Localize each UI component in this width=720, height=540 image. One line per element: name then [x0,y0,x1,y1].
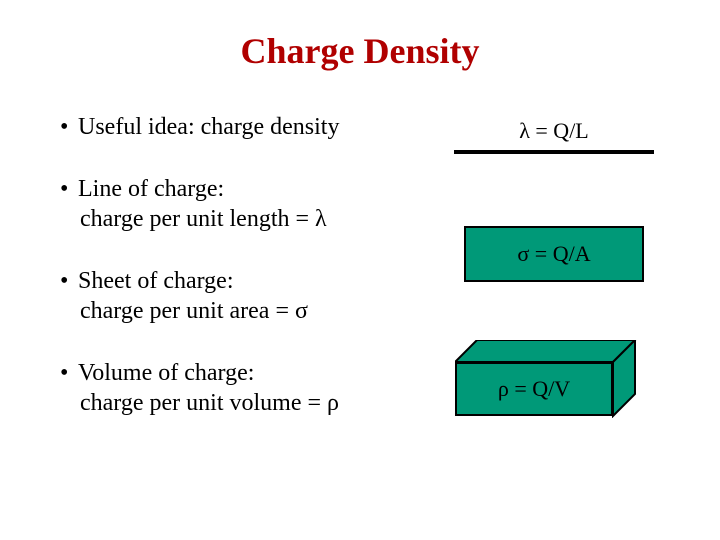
bullet-item: •Volume of charge: charge per unit volum… [60,358,440,418]
volume-charge-diagram: ρ = Q/V [455,340,635,416]
content-row: •Useful idea: charge density •Line of ch… [60,112,660,450]
bullet-text: Line of charge: [78,176,224,202]
slide: Charge Density •Useful idea: charge dens… [0,0,720,540]
bullet-text: Useful idea: charge density [78,114,339,140]
bullet-dot-icon: • [60,266,78,296]
sheet-charge-diagram: σ = Q/A [464,226,654,282]
sheet-charge-shape: σ = Q/A [464,226,644,282]
bullet-text: charge per unit area = σ [60,296,440,326]
bullet-text: charge per unit volume = ρ [60,388,440,418]
cuboid-front-face: ρ = Q/V [455,362,613,416]
cuboid-top-face [455,340,635,362]
diagram-column: λ = Q/L σ = Q/A ρ = Q/V [440,112,660,450]
bullet-dot-icon: • [60,358,78,388]
bullet-dot-icon: • [60,112,78,142]
bullet-item: •Line of charge: charge per unit length … [60,174,440,234]
bullet-item: •Useful idea: charge density [60,112,440,142]
bullet-text: Volume of charge: [78,360,254,386]
bullet-dot-icon: • [60,174,78,204]
bullet-item: •Sheet of charge: charge per unit area =… [60,266,440,326]
line-charge-label: λ = Q/L [454,118,654,144]
line-charge-shape-icon [454,150,654,154]
bullet-text: charge per unit length = λ [60,204,440,234]
sheet-charge-label: σ = Q/A [517,241,590,267]
slide-title: Charge Density [60,30,660,72]
bullet-list: •Useful idea: charge density •Line of ch… [60,112,440,450]
volume-charge-label: ρ = Q/V [498,376,570,402]
line-charge-diagram: λ = Q/L [454,118,654,154]
cuboid-shape: ρ = Q/V [455,340,635,416]
bullet-text: Sheet of charge: [78,268,234,294]
